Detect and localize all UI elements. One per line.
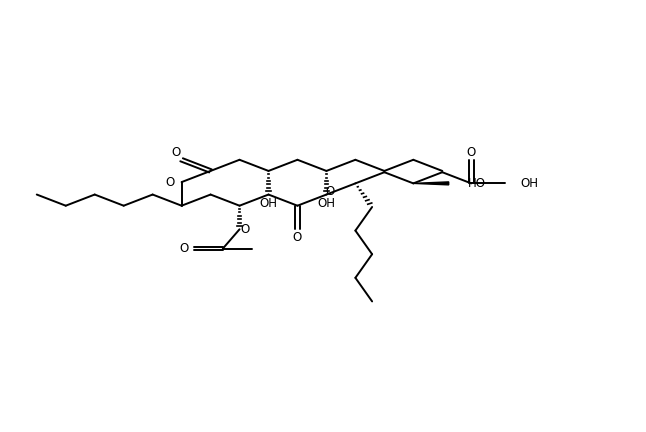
Text: OH: OH (260, 197, 278, 210)
Text: OH: OH (317, 197, 335, 210)
Text: HO: HO (468, 177, 486, 190)
Text: O: O (466, 146, 476, 159)
Text: O: O (180, 242, 189, 255)
Text: O: O (165, 175, 174, 189)
Polygon shape (413, 182, 449, 185)
Text: O: O (326, 185, 335, 198)
Text: O: O (240, 223, 249, 236)
Text: O: O (172, 146, 181, 159)
Text: O: O (293, 231, 302, 244)
Text: OH: OH (521, 177, 539, 190)
